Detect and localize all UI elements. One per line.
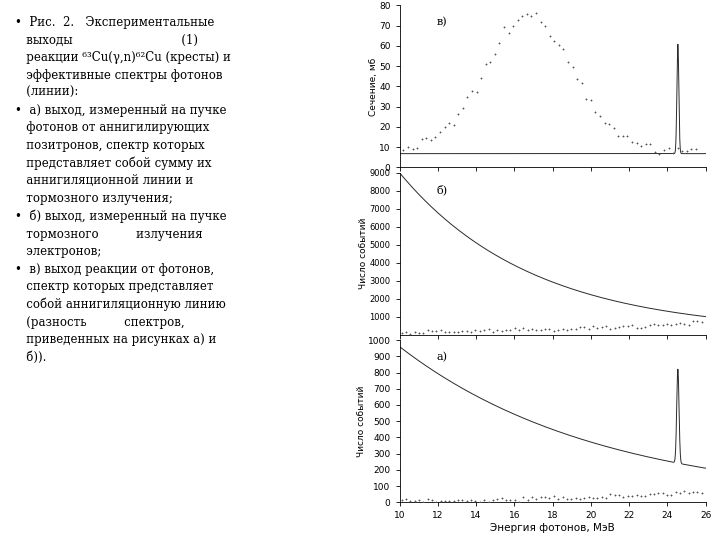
- Y-axis label: Число событий: Число событий: [357, 386, 366, 457]
- Text: •  Рис.  2.   Экспериментальные
   выходы                             (1)
   реа: • Рис. 2. Экспериментальные выходы (1) р…: [15, 16, 231, 364]
- Text: в): в): [436, 17, 447, 27]
- Text: б): б): [436, 184, 447, 195]
- Y-axis label: Число событий: Число событий: [359, 218, 368, 289]
- Text: а): а): [436, 352, 447, 362]
- Y-axis label: Сечение, мб: Сечение, мб: [369, 57, 378, 116]
- X-axis label: Энергия фотонов, МэВ: Энергия фотонов, МэВ: [490, 523, 615, 533]
